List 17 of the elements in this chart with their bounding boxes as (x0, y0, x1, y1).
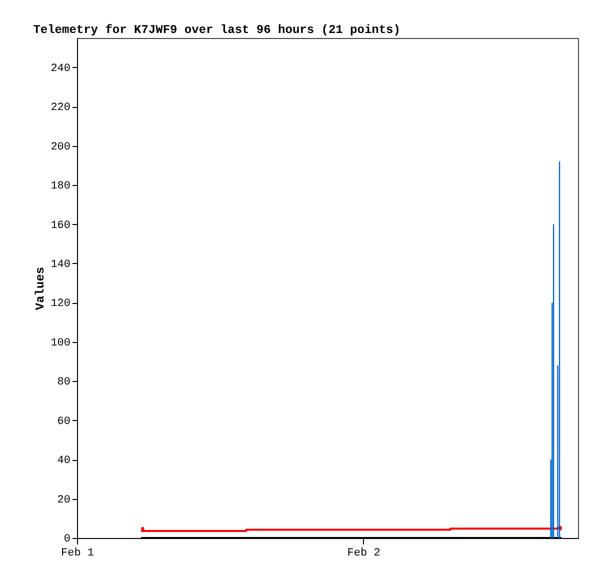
chart-title: Telemetry for K7JWF9 over last 96 hours (21 points) (33, 23, 400, 37)
y-tick-label: 120 (50, 298, 70, 310)
y-tick-label: 100 (50, 337, 70, 350)
y-tick-label: 240 (50, 62, 70, 75)
y-tick-label: 220 (50, 102, 70, 114)
y-tick-label: 20 (57, 494, 70, 506)
y-tick-label: 80 (57, 376, 70, 389)
x-tick-label: Feb 2 (347, 548, 380, 560)
x-tick-label: Feb 1 (60, 548, 94, 560)
y-tick-label: 140 (50, 258, 70, 271)
y-axis-title: Values (34, 266, 48, 310)
y-tick-label: 200 (50, 141, 70, 154)
y-tick-label: 180 (50, 180, 70, 193)
y-tick-label: 0 (64, 534, 70, 546)
y-tick-label: 60 (57, 416, 70, 428)
y-tick-label: 40 (57, 455, 70, 468)
y-tick-label: 160 (50, 220, 70, 232)
